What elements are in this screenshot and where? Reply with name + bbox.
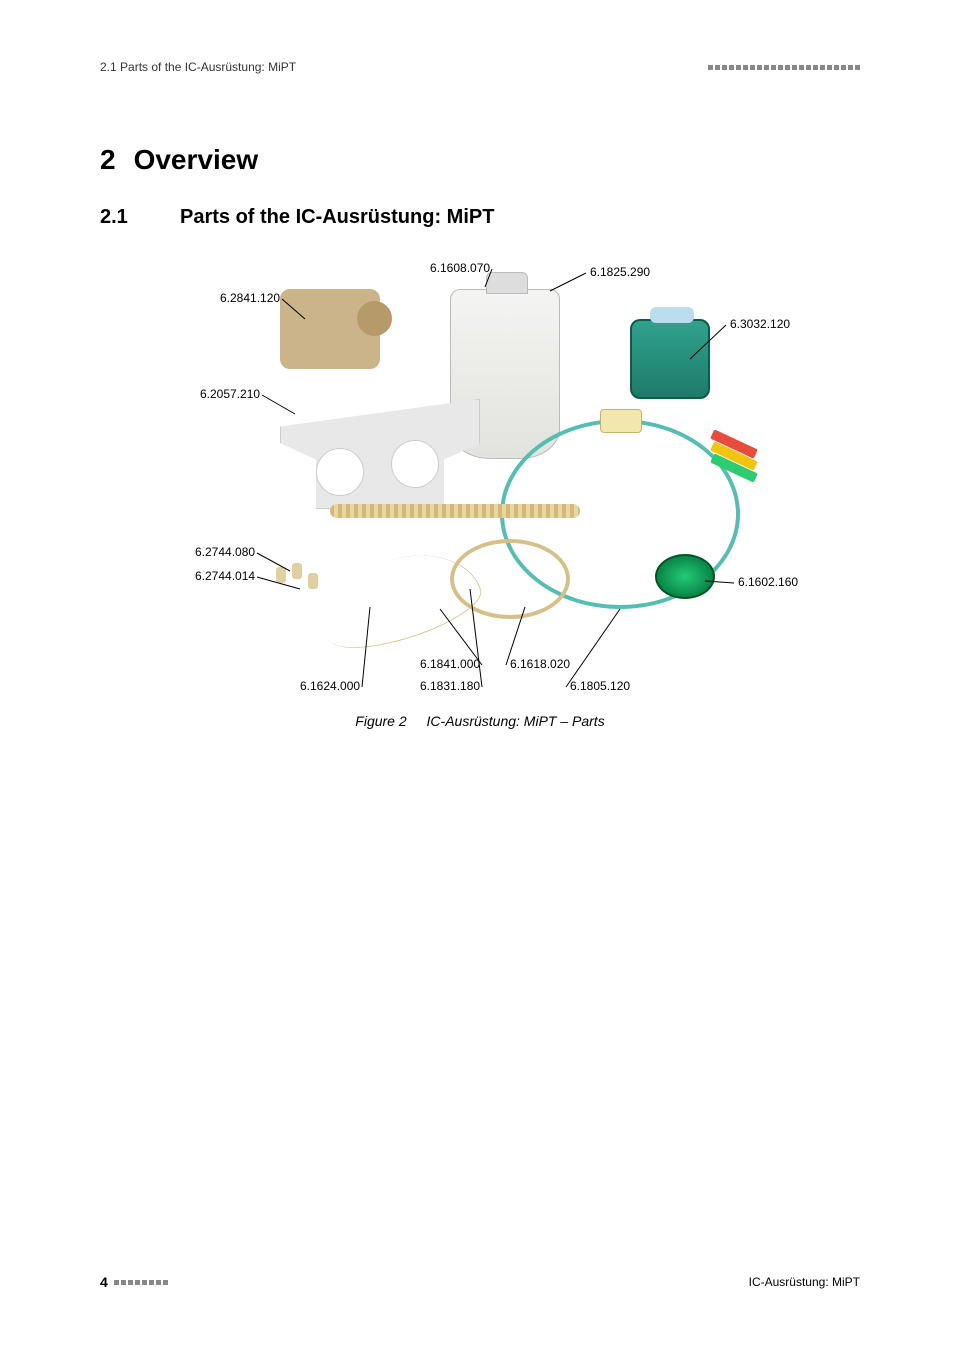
figure-parts-diagram: 6.1608.070 6.1825.290 6.2841.120 6.3032.120… — [130, 249, 830, 709]
page-footer: 4 IC-Ausrüstung: MiPT — [100, 1274, 860, 1290]
figure-number: Figure 2 — [355, 713, 406, 729]
chapter-title-text: Overview — [134, 144, 259, 175]
section-title-text: Parts of the IC-Ausrüstung: MiPT — [180, 206, 494, 228]
page-header: 2.1 Parts of the IC-Ausrüstung: MiPT — [100, 60, 860, 74]
part-label: 6.3032.120 — [730, 317, 790, 331]
part-bottle-cap — [655, 554, 715, 599]
part-clip — [600, 409, 642, 433]
figure-caption-text: IC-Ausrüstung: MiPT – Parts — [427, 713, 605, 729]
part-label: 6.1608.070 — [430, 261, 490, 275]
part-label: 6.2057.210 — [200, 387, 260, 401]
part-fittings — [270, 559, 370, 619]
header-decor — [708, 65, 860, 70]
part-label: 6.1624.000 — [300, 679, 360, 693]
part-bracket — [280, 399, 480, 509]
part-label: 6.2744.014 — [195, 569, 255, 583]
part-label: 6.1618.020 — [510, 657, 570, 671]
footer-decor — [114, 1280, 168, 1285]
part-label: 6.2744.080 — [195, 545, 255, 559]
part-label: 6.2841.120 — [220, 291, 280, 305]
part-coil-tube — [330, 504, 580, 518]
part-label: 6.1831.180 — [420, 679, 480, 693]
part-dosing-unit — [630, 319, 710, 399]
section-number: 2.1 — [100, 206, 180, 229]
part-label: 6.1825.290 — [590, 265, 650, 279]
part-label: 6.1841.000 — [420, 657, 480, 671]
part-label: 6.1805.120 — [570, 679, 630, 693]
breadcrumb: 2.1 Parts of the IC-Ausrüstung: MiPT — [100, 60, 296, 74]
figure-caption: Figure 2 IC-Ausrüstung: MiPT – Parts — [100, 713, 860, 729]
part-color-strips — [710, 439, 770, 499]
chapter-title: 2 Overview — [100, 144, 860, 176]
page-number: 4 — [100, 1274, 108, 1290]
chapter-number: 2 — [100, 144, 116, 175]
footer-doc-title: IC-Ausrüstung: MiPT — [749, 1275, 860, 1289]
part-label: 6.1602.160 — [738, 575, 798, 589]
part-adapter — [280, 289, 380, 369]
section-title: 2.1Parts of the IC-Ausrüstung: MiPT — [100, 206, 860, 229]
